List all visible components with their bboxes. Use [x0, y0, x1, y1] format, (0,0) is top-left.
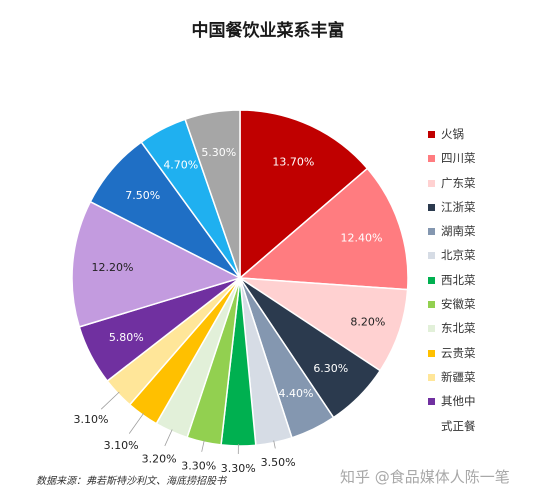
leader-line	[164, 429, 173, 447]
legend-label: 广东菜	[441, 175, 476, 190]
legend-item: 湖南菜	[428, 223, 528, 247]
pie-slices	[71, 109, 409, 447]
leader-line	[201, 440, 205, 452]
slice-value-label: 3.30%	[221, 462, 256, 475]
pie-slice	[238, 167, 409, 291]
legend-swatch	[428, 131, 435, 138]
legend-label: 新疆菜	[441, 369, 476, 384]
legend-label: 四川菜	[441, 151, 476, 166]
legend-item: 江浙菜	[428, 199, 528, 223]
source-note: 数据来源：弗若斯特沙利文、海底捞招股书	[36, 476, 226, 487]
pie-slice	[237, 277, 409, 372]
chart-legend: 火锅四川菜广东菜江浙菜湖南菜北京菜西北菜安徽菜东北菜云贵菜新疆菜其他中式正餐	[428, 126, 528, 442]
legend-swatch	[428, 179, 435, 187]
slice-value-label: 12.40%	[341, 232, 383, 245]
slice-value-label: 3.20%	[142, 453, 177, 466]
slice-value-label: 7.50%	[125, 189, 160, 202]
leader-line	[128, 412, 145, 434]
slice-labels: 13.70% 12.40% 8.20% 6.30% 4.40% 3.50% 3.30% 3.3…	[74, 146, 386, 475]
chart-title: 中国餐饮业菜系丰富	[191, 21, 345, 41]
legend-label: 式正餐	[441, 418, 476, 433]
watermark: 知乎 @食品媒体人陈一笔	[340, 468, 510, 486]
legend-item: 四川菜	[428, 150, 528, 174]
legend-item: 北京菜	[428, 247, 528, 271]
legend-label: 安徽菜	[441, 297, 476, 312]
leader-line	[273, 440, 276, 449]
slice-value-label: 6.30%	[313, 362, 348, 375]
legend-swatch	[428, 228, 435, 236]
legend-label: 云贵菜	[441, 345, 476, 360]
pie-slice	[239, 109, 369, 280]
legend-label: 东北菜	[441, 321, 476, 336]
slice-value-label: 8.20%	[350, 315, 385, 328]
legend-swatch	[428, 423, 435, 430]
legend-item: 其他中	[428, 393, 528, 417]
legend-item: 安徽菜	[428, 296, 528, 320]
legend-swatch	[428, 325, 435, 333]
legend-swatch	[428, 349, 435, 357]
legend-item: 云贵菜	[428, 345, 528, 369]
legend-item: 广东菜	[428, 175, 528, 199]
slice-value-label: 4.70%	[163, 159, 198, 172]
legend-label: 其他中	[441, 394, 476, 409]
slice-value-label: 5.80%	[109, 331, 144, 344]
slice-value-label: 12.20%	[92, 261, 134, 274]
legend-label: 江浙菜	[441, 199, 476, 214]
legend-item: 西北菜	[428, 272, 528, 296]
legend-swatch	[428, 398, 435, 406]
legend-item: 式正餐	[428, 418, 528, 442]
legend-label: 北京菜	[441, 248, 476, 263]
pie-slice	[71, 200, 242, 328]
legend-swatch	[428, 373, 435, 381]
slice-value-label: 3.30%	[181, 460, 216, 473]
legend-swatch	[428, 301, 435, 309]
slice-value-label: 5.30%	[201, 146, 236, 159]
slice-value-label: 3.10%	[74, 413, 109, 426]
legend-label: 火锅	[441, 127, 464, 141]
slice-value-label: 13.70%	[272, 156, 314, 169]
legend-swatch	[428, 155, 435, 163]
slice-value-label: 4.40%	[279, 387, 314, 400]
legend-swatch	[428, 203, 435, 211]
slice-value-label: 3.50%	[261, 456, 296, 469]
slice-value-label: 3.10%	[104, 439, 139, 452]
legend-label: 西北菜	[441, 272, 476, 287]
legend-swatch	[428, 252, 435, 260]
legend-swatch	[428, 276, 435, 284]
legend-item: 火锅	[428, 126, 528, 150]
legend-item: 东北菜	[428, 320, 528, 344]
legend-label: 湖南菜	[441, 224, 476, 239]
legend-item: 新疆菜	[428, 369, 528, 393]
leader-line	[100, 391, 120, 410]
pie-slice	[184, 109, 241, 279]
